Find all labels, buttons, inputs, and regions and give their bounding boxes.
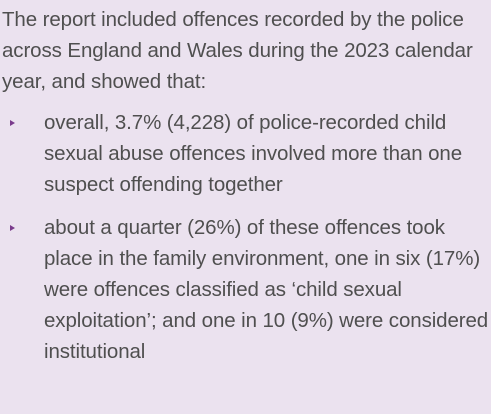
list-item: about a quarter (26%) of these offences … xyxy=(2,212,491,367)
list-item: overall, 3.7% (4,228) of police-recorded… xyxy=(2,107,491,200)
intro-paragraph: The report included offences recorded by… xyxy=(2,8,473,93)
bullet-text: overall, 3.7% (4,228) of police-recorded… xyxy=(44,111,463,196)
triangle-bullet-icon xyxy=(10,120,15,126)
bullet-text: about a quarter (26%) of these offences … xyxy=(44,216,489,363)
findings-list: overall, 3.7% (4,228) of police-recorded… xyxy=(2,107,491,367)
triangle-bullet-icon xyxy=(10,225,15,231)
